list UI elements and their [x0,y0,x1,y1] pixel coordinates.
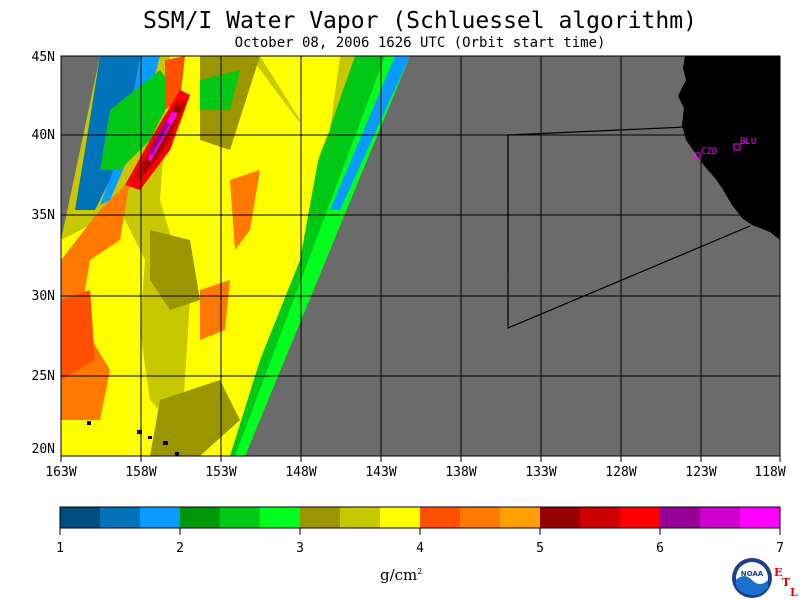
colorbar-swatch [740,507,781,528]
site-marker-blu [733,143,741,151]
lon-label-138w: 138W [445,465,477,480]
colorbar-swatch [220,507,261,528]
lon-label-148w: 148W [285,465,317,480]
swath [61,56,410,456]
colorbar-swatch [420,507,461,528]
lat-label-45n: 45N [31,50,55,65]
colorbar-units: g/cm2 [380,566,423,584]
colorbar-swatch [140,507,181,528]
colorbar-tick-1: 1 [56,541,64,556]
lat-label-30n: 30N [31,289,55,304]
lon-label-133w: 133W [525,465,557,480]
noaa-logo-text: NOAA [741,570,764,578]
etl-logo-l: L [790,586,798,599]
lon-label-118w: 118W [754,465,786,480]
colorbar-swatch [340,507,381,528]
colorbar-swatch [580,507,621,528]
lon-label-143w: 143W [365,465,397,480]
colorbar-swatch [700,507,741,528]
lat-label-25n: 25N [31,369,55,384]
colorbar-swatch [660,507,701,528]
colorbar-tick-5: 5 [536,541,544,556]
colorbar-tick-4: 4 [416,541,424,556]
graticule [61,56,780,456]
land-mass [678,56,780,240]
site-label-blu: BLU [740,137,757,147]
colorbar-swatch [380,507,421,528]
colorbar-swatch [460,507,501,528]
colorbar-tick-7: 7 [776,541,784,556]
colorbar [60,507,781,528]
colorbar-swatch [500,507,541,528]
colorbar-tick-3: 3 [296,541,304,556]
site-marker-czd [693,152,701,160]
page-title: SSM/I Water Vapor (Schluessel algorithm) [143,8,697,34]
colorbar-swatch [100,507,141,528]
lon-label-163w: 163W [45,465,77,480]
site-label-czd: CZD [701,147,718,157]
map-frame [60,55,781,457]
colorbar-swatch [60,507,101,528]
flight-track [507,126,751,329]
noaa-logo: NOAA [732,558,772,598]
colorbar-swatch [620,507,661,528]
colorbar-swatch [180,507,221,528]
lat-label-20n: 20N [31,442,55,457]
page-subtitle: October 08, 2006 1626 UTC (Orbit start t… [234,35,606,51]
colorbar-tick-6: 6 [656,541,664,556]
lon-label-158w: 158W [125,465,157,480]
colorbar-swatch [260,507,301,528]
lat-label-40n: 40N [31,128,55,143]
lon-label-153w: 153W [205,465,237,480]
colorbar-tick-2: 2 [176,541,184,556]
lon-label-128w: 128W [605,465,637,480]
colorbar-swatch [300,507,341,528]
etl-logo-e: E [774,566,783,579]
lat-label-35n: 35N [31,208,55,223]
colorbar-swatch [540,507,581,528]
lon-label-123w: 123W [685,465,717,480]
etl-logo-t: T [782,576,791,589]
